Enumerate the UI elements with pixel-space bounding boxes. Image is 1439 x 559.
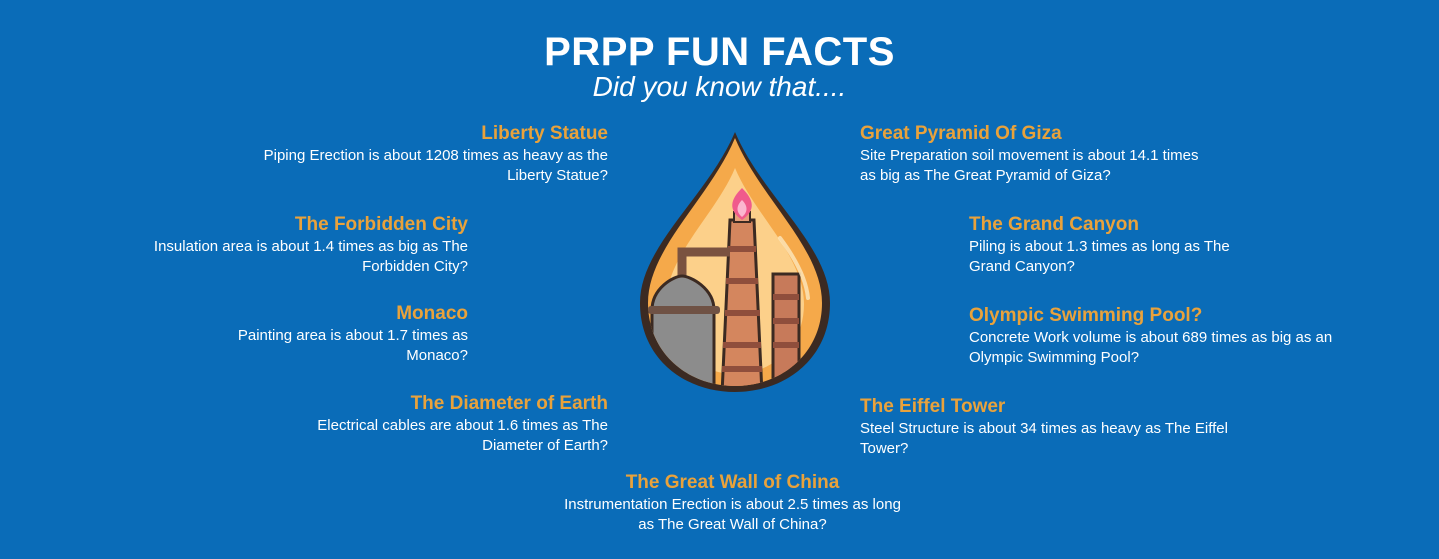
fact-diameter-earth: The Diameter of Earth Electrical cables … [280,392,608,456]
fact-text: Electrical cables are about 1.6 times as… [317,417,608,454]
fact-eiffel-tower: The Eiffel Tower Steel Structure is abou… [860,395,1230,459]
fact-text: Concrete Work volume is about 689 times … [969,329,1333,366]
fact-text: Insulation area is about 1.4 times as bi… [153,238,468,275]
fact-heading: The Great Wall of China [625,472,840,493]
fact-monaco: Monaco Painting area is about 1.7 times … [208,302,468,366]
fact-great-wall: The Great Wall of China Instrumentation … [555,471,910,535]
fact-text: Site Preparation soil movement is about … [860,147,1199,184]
fact-text: Piping Erection is about 1208 times as h… [263,147,608,184]
fact-grand-canyon: The Grand Canyon Piling is about 1.3 tim… [969,213,1269,277]
page-subtitle: Did you know that.... [592,71,847,102]
fact-heading: The Diameter of Earth [410,393,608,414]
fact-heading: The Eiffel Tower [860,396,1006,417]
fact-text: Instrumentation Erection is about 2.5 ti… [564,496,901,533]
fact-forbidden-city: The Forbidden City Insulation area is ab… [118,213,468,277]
fact-olympic-pool: Olympic Swimming Pool? Concrete Work vol… [969,304,1339,368]
fact-heading: The Grand Canyon [969,214,1139,235]
fact-heading: Liberty Statue [481,123,608,144]
fact-text: Piling is about 1.3 times as long as The… [969,238,1230,275]
fact-text: Steel Structure is about 34 times as hea… [860,420,1228,457]
page-title: PRPP FUN FACTS [544,30,895,74]
fact-liberty-statue: Liberty Statue Piping Erection is about … [250,122,608,186]
oil-drop-refinery-icon [640,132,830,392]
fact-heading: Great Pyramid Of Giza [860,123,1062,144]
fact-text: Painting area is about 1.7 times as Mona… [237,327,468,364]
fact-heading: The Forbidden City [294,214,468,235]
chimney-small [771,272,801,386]
fact-heading: Monaco [396,303,468,324]
fact-pyramid-giza: Great Pyramid Of Giza Site Preparation s… [860,122,1200,186]
fact-heading: Olympic Swimming Pool? [969,305,1203,326]
